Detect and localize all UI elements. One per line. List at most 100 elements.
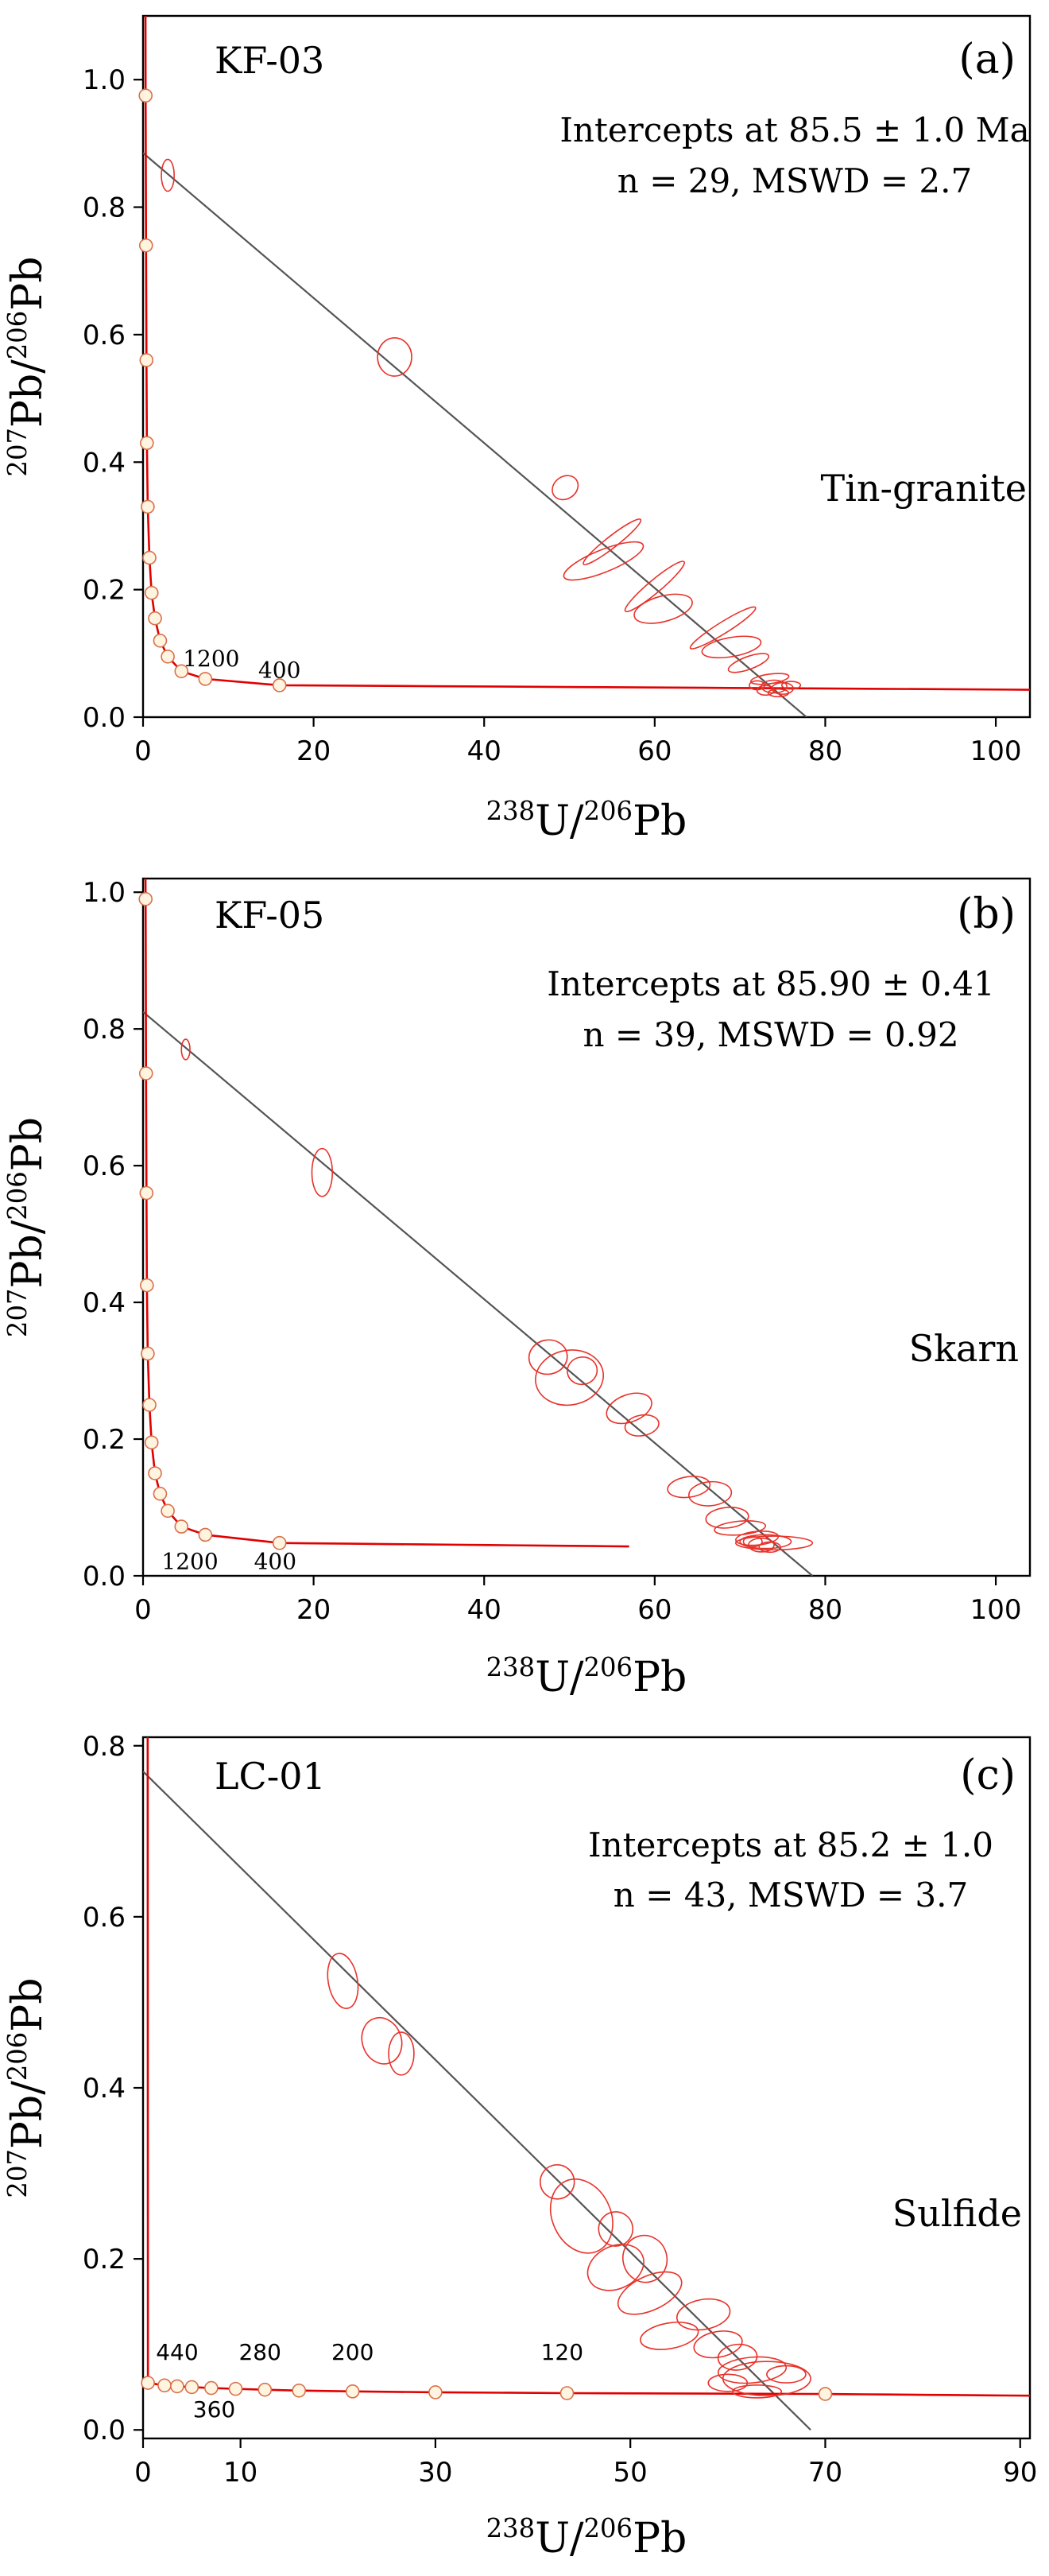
y-tick-label: 0.0: [83, 1561, 126, 1593]
age-marker: [141, 1346, 155, 1361]
error-ellipse: [717, 2356, 788, 2384]
error-ellipse: [722, 2361, 811, 2397]
regression-line: [143, 1011, 814, 1576]
x-axis-label-base1: U/: [535, 2515, 584, 2562]
x-axis-label-sup1: 238: [486, 1652, 536, 1682]
age-marker: [140, 1278, 154, 1293]
y-axis-label-base1: Pb/: [4, 2081, 52, 2149]
error-ellipse: [552, 475, 579, 501]
error-ellipse: [756, 685, 775, 696]
age-marker: [148, 611, 162, 626]
intercept-annotation: Intercepts at 85.90 ± 0.41: [547, 964, 994, 1003]
error-ellipse: [717, 2343, 758, 2371]
x-axis-label-base2: Pb: [633, 2515, 687, 2562]
y-axis-label-base1: Pb/: [4, 359, 52, 428]
y-tick-label: 0.0: [83, 2415, 126, 2446]
x-tick-label: 20: [296, 735, 331, 767]
x-axis-label-base1: U/: [535, 797, 584, 845]
error-ellipse: [780, 681, 802, 690]
error-ellipse: [748, 1537, 775, 1553]
age-marker: [272, 1535, 287, 1550]
y-axis-label-base2: Pb: [4, 1117, 52, 1171]
age-marker: [140, 436, 154, 451]
age-label: 400: [258, 657, 300, 683]
error-ellipse: [766, 2365, 807, 2384]
y-axis-label-sup2: 206: [2, 2032, 33, 2081]
x-axis-label-base2: Pb: [633, 1654, 687, 1701]
panel-label: (b): [957, 890, 1016, 938]
error-ellipse: [742, 1535, 763, 1548]
error-ellipse: [567, 1356, 598, 1386]
panel-label: (a): [958, 36, 1016, 83]
y-tick-label: 1.0: [83, 64, 126, 96]
age-marker: [138, 891, 153, 906]
error-ellipse: [688, 1480, 733, 1507]
n-mswd-annotation: n = 43, MSWD = 3.7: [614, 1876, 968, 1915]
regression-line: [143, 152, 807, 717]
age-marker: [198, 672, 213, 686]
x-tick-label: 90: [1003, 2457, 1037, 2489]
x-tick-label: 60: [637, 1594, 672, 1626]
chart-panel-c: 0 10 30 50 70 90 0.0 0.2 0.4 0.6 0.8 440 360 280 200 12…: [2, 1731, 1037, 2562]
error-ellipse: [633, 593, 693, 624]
y-tick-label: 0.8: [83, 1014, 126, 1046]
n-mswd-annotation: n = 29, MSWD = 2.7: [617, 161, 972, 200]
y-axis-label-base2: Pb: [4, 1977, 52, 2031]
y-tick-label: 0.4: [83, 2073, 126, 2105]
x-axis-label-sup1: 238: [486, 796, 536, 826]
error-ellipse: [549, 2178, 614, 2254]
error-ellipse: [539, 2164, 575, 2200]
y-axis-label-sup1: 207: [2, 428, 33, 477]
n-mswd-annotation: n = 39, MSWD = 0.92: [583, 1015, 958, 1054]
rock-type-label: Skarn: [909, 1327, 1019, 1370]
error-ellipse: [732, 2384, 783, 2399]
age-marker: [257, 2382, 273, 2397]
y-tick-label: 0.0: [83, 702, 126, 734]
x-axis-label-sup2: 206: [584, 796, 633, 826]
age-label: 440: [156, 2339, 198, 2365]
x-tick-label: 50: [614, 2457, 648, 2489]
age-label: 400: [254, 1548, 296, 1574]
error-ellipse: [311, 1147, 334, 1197]
error-ellipse: [734, 1535, 814, 1551]
y-axis-label: 207Pb/206Pb: [2, 256, 52, 476]
panel-a: 0 20 40 60 80 100 0.0 0.2 0.4 0.6 0.8 1.0 1200 400 KF-…: [0, 0, 1049, 859]
panel-label: (c): [960, 1752, 1016, 1799]
intercept-annotation: Intercepts at 85.2 ± 1.0: [588, 1825, 993, 1864]
error-ellipse: [617, 2271, 683, 2315]
x-tick-label: 40: [467, 1594, 501, 1626]
age-marker: [818, 2387, 833, 2401]
x-tick-label: 100: [970, 1594, 1022, 1626]
age-marker: [142, 550, 157, 565]
x-tick-label: 70: [808, 2457, 842, 2489]
chart-panel-b: 0 20 40 60 80 100 0.0 0.2 0.4 0.6 0.8 1.0 1200 400 KF-…: [2, 877, 1032, 1701]
error-ellipse: [327, 1953, 359, 2009]
x-tick-label: 80: [808, 1594, 842, 1626]
age-marker: [138, 88, 153, 103]
error-ellipse: [583, 518, 642, 565]
y-tick-label: 0.6: [83, 320, 126, 351]
x-tick-label: 40: [467, 735, 501, 767]
rock-type-label: Sulfide: [892, 2192, 1022, 2235]
error-ellipse: [586, 2244, 644, 2291]
age-label: 1200: [161, 1548, 218, 1574]
y-axis-label-sup1: 207: [2, 1289, 33, 1338]
x-axis-label: 238U/206Pb: [486, 2513, 687, 2562]
x-axis-label-sup2: 206: [584, 1652, 633, 1682]
regression-line: [143, 1771, 811, 2431]
age-marker: [184, 2380, 199, 2395]
error-ellipse: [640, 2322, 699, 2350]
error-ellipse: [606, 1392, 652, 1425]
error-ellipse: [739, 1534, 792, 1550]
rock-type-label: Tin-granite: [821, 467, 1027, 510]
error-ellipse: [707, 2373, 749, 2392]
error-ellipse: [377, 337, 412, 377]
plot-frame: [141, 14, 1032, 719]
y-axis-label-base1: Pb/: [4, 1220, 52, 1288]
x-axis-label: 238U/206Pb: [486, 796, 687, 845]
error-ellipse: [749, 673, 790, 685]
age-label: 360: [193, 2396, 235, 2423]
concordia-curve: [144, 16, 1030, 691]
y-tick-label: 1.0: [83, 877, 126, 909]
error-ellipse: [388, 2031, 415, 2076]
